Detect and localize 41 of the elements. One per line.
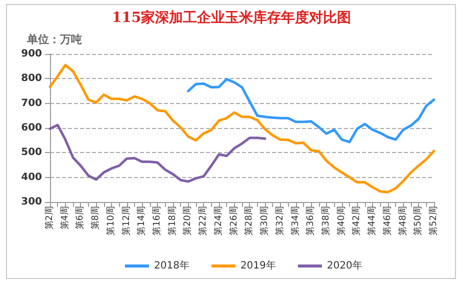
x-tick-label: 第40周 bbox=[336, 206, 347, 236]
y-tick-label: 800 bbox=[21, 73, 42, 84]
x-tick-label: 第44周 bbox=[366, 206, 378, 236]
y-axis-title: 单位：万吨 bbox=[26, 33, 82, 46]
line-series bbox=[186, 78, 436, 144]
legend-label: 2019年 bbox=[240, 260, 276, 272]
x-tick-label: 第38周 bbox=[320, 206, 332, 236]
legend-label: 2018年 bbox=[154, 260, 190, 272]
x-tick-label: 第34周 bbox=[290, 206, 301, 236]
y-tick-label: 900 bbox=[21, 48, 42, 60]
x-tick-label: 第2周 bbox=[44, 206, 55, 230]
legend-label: 2020年 bbox=[326, 260, 362, 272]
x-tick-label: 第14周 bbox=[136, 206, 148, 236]
x-tick-label: 第28周 bbox=[244, 206, 255, 236]
y-tick-label: 600 bbox=[21, 122, 42, 134]
x-tick-label: 第22周 bbox=[198, 206, 209, 236]
y-tick-label: 400 bbox=[21, 172, 42, 183]
x-tick-label: 第4周 bbox=[59, 206, 70, 230]
line-series bbox=[48, 124, 266, 183]
x-tick-label: 第24周 bbox=[212, 206, 224, 236]
x-tick-label: 第48周 bbox=[397, 206, 408, 236]
y-tick-label: 300 bbox=[21, 196, 42, 208]
x-tick-label: 第10周 bbox=[105, 206, 116, 236]
x-tick-label: 第36周 bbox=[305, 206, 316, 236]
x-tick-label: 第6周 bbox=[74, 206, 86, 230]
line-series bbox=[48, 64, 436, 194]
x-tick-label: 第18周 bbox=[166, 206, 178, 236]
x-tick-label: 第8周 bbox=[90, 206, 102, 230]
y-tick-label: 700 bbox=[21, 98, 42, 109]
x-tick-label: 第30周 bbox=[259, 206, 270, 236]
x-tick-label: 第46周 bbox=[382, 206, 393, 236]
x-tick-label: 第16周 bbox=[152, 206, 163, 236]
x-tick-label: 第20周 bbox=[182, 206, 194, 236]
x-tick-label: 第50周 bbox=[412, 206, 424, 236]
x-tick-label: 第32周 bbox=[274, 206, 286, 236]
x-tick-label: 第12周 bbox=[120, 206, 132, 236]
x-tick-label: 第26周 bbox=[228, 206, 240, 236]
chart-title: 115家深加工企业玉米库存年度对比图 bbox=[112, 9, 352, 26]
x-tick-label: 第42周 bbox=[351, 206, 362, 236]
y-tick-label: 500 bbox=[21, 147, 42, 158]
x-tick-label: 第52周 bbox=[428, 206, 439, 236]
